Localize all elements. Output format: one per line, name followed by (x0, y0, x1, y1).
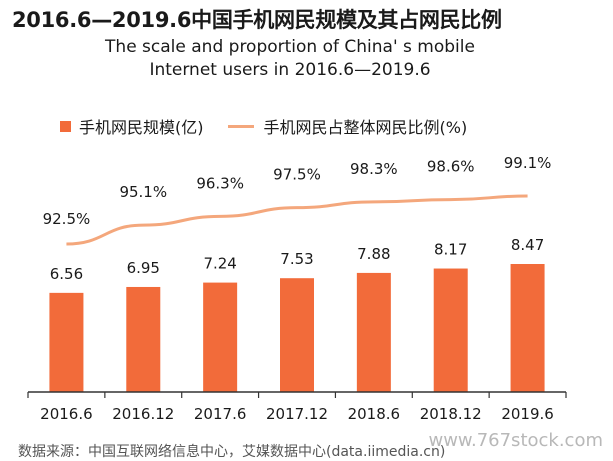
x-axis-label: 2016.12 (112, 405, 174, 423)
line-value-labels: 92.5% 95.1% 96.3% 97.5% 98.3% 98.6% 99.1% (43, 154, 552, 228)
legend-line-label: 手机网民占整体网民比例(%) (263, 118, 468, 137)
chart-subtitle-line-2: Internet users in 2016.6—2019.6 (149, 60, 431, 80)
percentage-line (66, 194, 528, 246)
line-value-label: 98.3% (350, 160, 398, 178)
bar-2017.12 (280, 278, 314, 392)
chart-subtitle-line-1: The scale and proportion of China' s mob… (105, 37, 475, 57)
legend-line-swatch (227, 124, 254, 128)
bar-2018.6 (356, 272, 391, 392)
line-value-label: 99.1% (504, 154, 552, 172)
bar-value-label: 7.24 (203, 255, 236, 273)
line-value-label: 97.5% (273, 166, 321, 184)
chart-legend: 手机网民规模(亿) 手机网民占整体网民比例(%) (60, 114, 467, 138)
bar-value-label: 8.17 (434, 241, 467, 259)
line-value-label: 92.5% (43, 210, 91, 228)
x-axis-label: 2017.6 (194, 405, 247, 423)
bar-value-label: 6.56 (50, 265, 83, 283)
chart-title: 2016.6—2019.6中国手机网民规模及其占网民比例 (12, 8, 502, 32)
x-axis-ticks (27, 392, 567, 398)
bar-value-label: 7.53 (280, 250, 313, 268)
bar-2017.6 (203, 282, 238, 392)
bar-value-label: 6.95 (127, 259, 160, 277)
bar-2016.6 (49, 292, 84, 392)
bar-value-labels: 6.56 6.95 7.24 7.53 7.88 8.17 8.47 (50, 236, 545, 283)
legend-bar-label: 手机网民规模(亿) (79, 118, 204, 137)
line-value-label: 96.3% (196, 174, 244, 192)
bar-value-label: 8.47 (511, 236, 544, 254)
bar-series (49, 264, 545, 392)
bar-value-label: 7.88 (357, 245, 390, 263)
x-axis-label: 2017.12 (266, 405, 328, 423)
line-value-label: 98.6% (427, 158, 475, 176)
bar-2016.12 (126, 286, 161, 392)
x-axis-label: 2016.6 (40, 405, 93, 423)
watermark: www.767stock.com (428, 430, 603, 451)
x-axis-labels: 2016.6 2016.12 2017.6 2017.12 2018.6 2018.12 2… (40, 405, 554, 423)
data-source-note: 数据来源：中国互联网络信息中心，艾媒数据中心(data.iimedia.cn) (18, 444, 446, 460)
x-axis-label: 2018.12 (420, 405, 482, 423)
x-axis-label: 2019.6 (501, 405, 554, 423)
bar-2018.12 (433, 268, 468, 392)
bar-2019.6 (510, 264, 545, 392)
line-value-label: 95.1% (119, 183, 167, 201)
x-axis-label: 2018.6 (348, 405, 401, 423)
legend-bar-swatch (60, 120, 71, 132)
